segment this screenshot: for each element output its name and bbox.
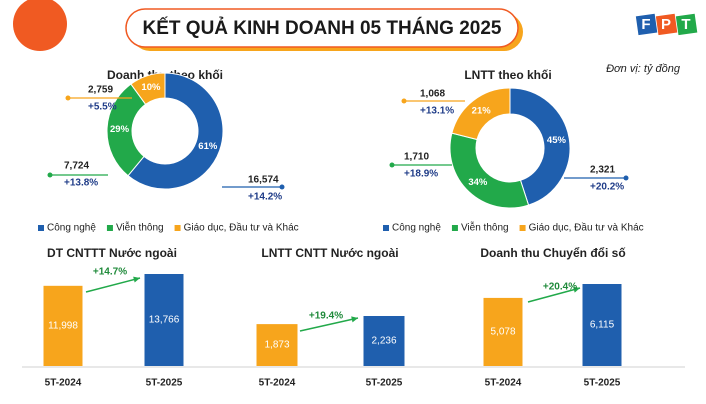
bar-value-label: 5,078	[490, 327, 515, 338]
leader-dot	[401, 98, 407, 104]
chart-title: Doanh thu Chuyển đổi số	[480, 246, 625, 260]
bar	[256, 324, 298, 366]
logo: F P T	[635, 13, 698, 36]
slice-label: 10%	[141, 82, 161, 93]
legend-swatch	[451, 225, 458, 231]
bar	[483, 297, 523, 366]
donut-slice	[509, 87, 571, 206]
bar-value-label: 1,873	[264, 340, 289, 351]
bar-value-label: 6,115	[590, 320, 615, 331]
x-tick-label: 5T-2025	[366, 378, 403, 389]
chart-title: LNTT theo khối	[464, 68, 551, 82]
leader-dot	[65, 95, 71, 101]
bar	[582, 284, 622, 366]
slice-label: 34%	[468, 177, 488, 188]
leader-dot	[279, 184, 285, 190]
logo-letter: T	[681, 16, 690, 33]
bar-value-label: 13,766	[149, 315, 180, 326]
legend-label: Giáo dục, Đầu tư và Khác	[184, 222, 299, 234]
amount-label: 16,574	[248, 175, 279, 186]
legend-swatch	[106, 225, 113, 231]
growth-arrowhead	[573, 286, 580, 293]
growth-label: +18.9%	[404, 169, 438, 180]
slice-label: 29%	[110, 124, 130, 135]
growth-arrowhead	[351, 316, 358, 323]
x-tick-label: 5T-2025	[584, 378, 621, 389]
leader-dot	[389, 162, 395, 168]
bar	[144, 274, 184, 366]
chart-title: LNTT CNTT Nước ngoài	[261, 246, 398, 260]
growth-label: +20.4%	[543, 282, 577, 293]
growth-label: +13.1%	[420, 106, 454, 117]
title-box	[125, 8, 519, 48]
bar-value-label: 11,998	[48, 321, 78, 332]
growth-label: +5.5%	[88, 102, 117, 113]
amount-label: 2,759	[88, 85, 113, 96]
logo-tile	[635, 13, 658, 36]
legend-swatch	[383, 225, 389, 231]
chart-title: DT CNTTT Nước ngoài	[47, 246, 177, 260]
growth-arrow	[85, 277, 141, 293]
donut-slice	[127, 72, 224, 190]
amount-label: 7,724	[64, 161, 89, 172]
amount-label: 2,321	[590, 165, 615, 176]
bar	[43, 285, 83, 366]
growth-arrowhead	[133, 276, 140, 283]
page-title: KẾT QUẢ KINH DOANH 05 THÁNG 2025	[143, 17, 502, 39]
logo-tile	[655, 13, 678, 36]
legend-label: Viễn thông	[461, 221, 509, 234]
leader-dot	[47, 172, 53, 178]
x-tick-label: 5T-2024	[259, 378, 296, 389]
legend-label: Giáo dục, Đầu tư và Khác	[529, 222, 644, 234]
logo-tile	[675, 13, 698, 36]
growth-label: +14.2%	[248, 192, 282, 203]
decor-circle	[13, 0, 67, 51]
donut-slice	[451, 87, 511, 141]
slice-label: 21%	[472, 105, 492, 116]
donut-slice	[130, 72, 166, 106]
slice-label: 45%	[547, 135, 567, 146]
amount-label: 1,710	[404, 152, 429, 163]
legend-swatch	[38, 225, 44, 231]
logo-letter: P	[661, 16, 671, 33]
legend-label: Công nghệ	[47, 223, 96, 234]
legend-label: Viễn thông	[116, 221, 164, 234]
slice-label: 61%	[198, 141, 218, 152]
growth-arrow	[527, 287, 581, 303]
bar	[363, 316, 405, 366]
x-tick-label: 5T-2024	[45, 378, 82, 389]
leader-dot	[623, 175, 629, 181]
logo-letter: F	[641, 16, 650, 33]
growth-label: +20.2%	[590, 182, 624, 193]
x-tick-label: 5T-2024	[485, 378, 522, 389]
legend-swatch	[174, 225, 181, 231]
donut-slice	[449, 132, 530, 209]
legend-label: Công nghệ	[392, 223, 441, 234]
x-tick-label: 5T-2025	[146, 378, 183, 389]
bar-value-label: 2,236	[371, 336, 396, 347]
legend-swatch	[519, 225, 526, 231]
unit-note: Đơn vị: tỷ đồng	[606, 63, 681, 75]
amount-label: 1,068	[420, 89, 445, 100]
growth-label: +14.7%	[93, 267, 127, 278]
growth-label: +19.4%	[309, 311, 343, 322]
growth-arrow	[299, 317, 359, 332]
growth-label: +13.8%	[64, 178, 98, 189]
